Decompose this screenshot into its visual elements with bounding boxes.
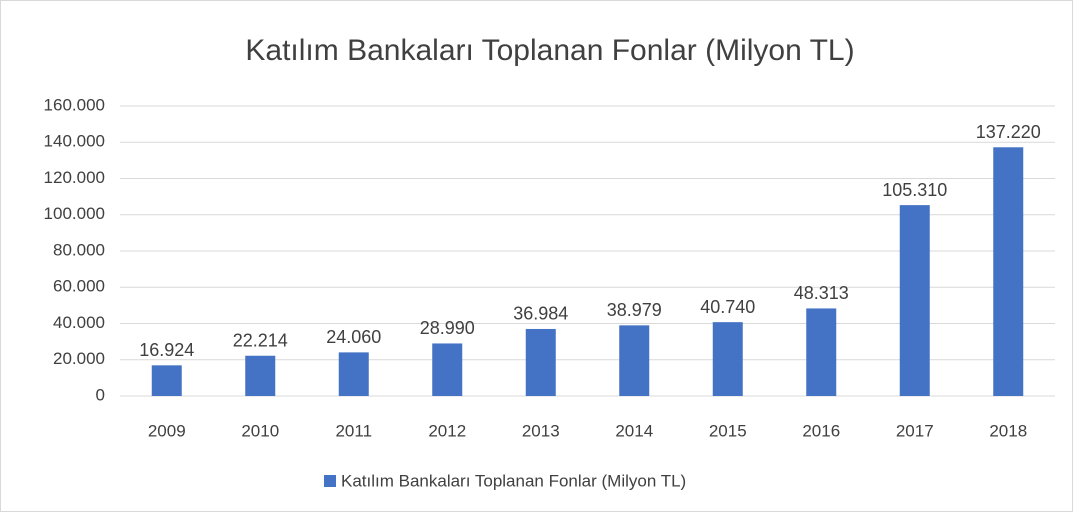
x-tick-label: 2011 <box>335 421 372 440</box>
bar <box>525 328 556 396</box>
data-label: 24.060 <box>326 327 381 347</box>
legend-label: Katılım Bankaları Toplanan Fonlar (Milyo… <box>341 471 686 490</box>
x-tick-label: 2012 <box>428 421 466 440</box>
x-tick-label: 2017 <box>896 421 934 440</box>
bar <box>899 205 930 396</box>
bar <box>151 365 182 396</box>
data-label: 22.214 <box>233 330 288 350</box>
y-tick-label: 20.000 <box>53 349 105 368</box>
data-label: 105.310 <box>882 180 947 200</box>
y-tick-label: 60.000 <box>53 277 105 296</box>
data-label: 48.313 <box>794 283 849 303</box>
y-tick-label: 0 <box>96 385 105 404</box>
legend-swatch <box>324 475 336 487</box>
data-label: 16.924 <box>139 340 194 360</box>
bar <box>993 147 1024 396</box>
y-tick-label: 120.000 <box>44 168 105 187</box>
y-tick-label: 140.000 <box>44 132 105 151</box>
y-tick-label: 160.000 <box>44 95 105 114</box>
data-label: 38.979 <box>607 300 662 320</box>
chart-title: Katılım Bankaları Toplanan Fonlar (Milyo… <box>245 34 854 67</box>
bar <box>619 325 650 396</box>
x-tick-label: 2018 <box>989 421 1027 440</box>
bar <box>712 322 743 396</box>
x-tick-label: 2010 <box>241 421 279 440</box>
bar <box>806 308 837 396</box>
data-label: 40.740 <box>700 297 755 317</box>
x-tick-label: 2014 <box>615 421 653 440</box>
bar <box>432 343 463 396</box>
x-tick-label: 2016 <box>802 421 840 440</box>
y-tick-label: 100.000 <box>44 204 105 223</box>
x-tick-label: 2015 <box>709 421 747 440</box>
y-tick-label: 40.000 <box>53 313 105 332</box>
data-label: 36.984 <box>513 304 568 324</box>
data-label: 28.990 <box>420 318 475 338</box>
bar <box>338 352 369 396</box>
x-tick-label: 2009 <box>148 421 186 440</box>
data-label: 137.220 <box>976 122 1041 142</box>
x-tick-label: 2013 <box>522 421 560 440</box>
y-tick-label: 80.000 <box>53 240 105 259</box>
bar <box>245 355 276 396</box>
